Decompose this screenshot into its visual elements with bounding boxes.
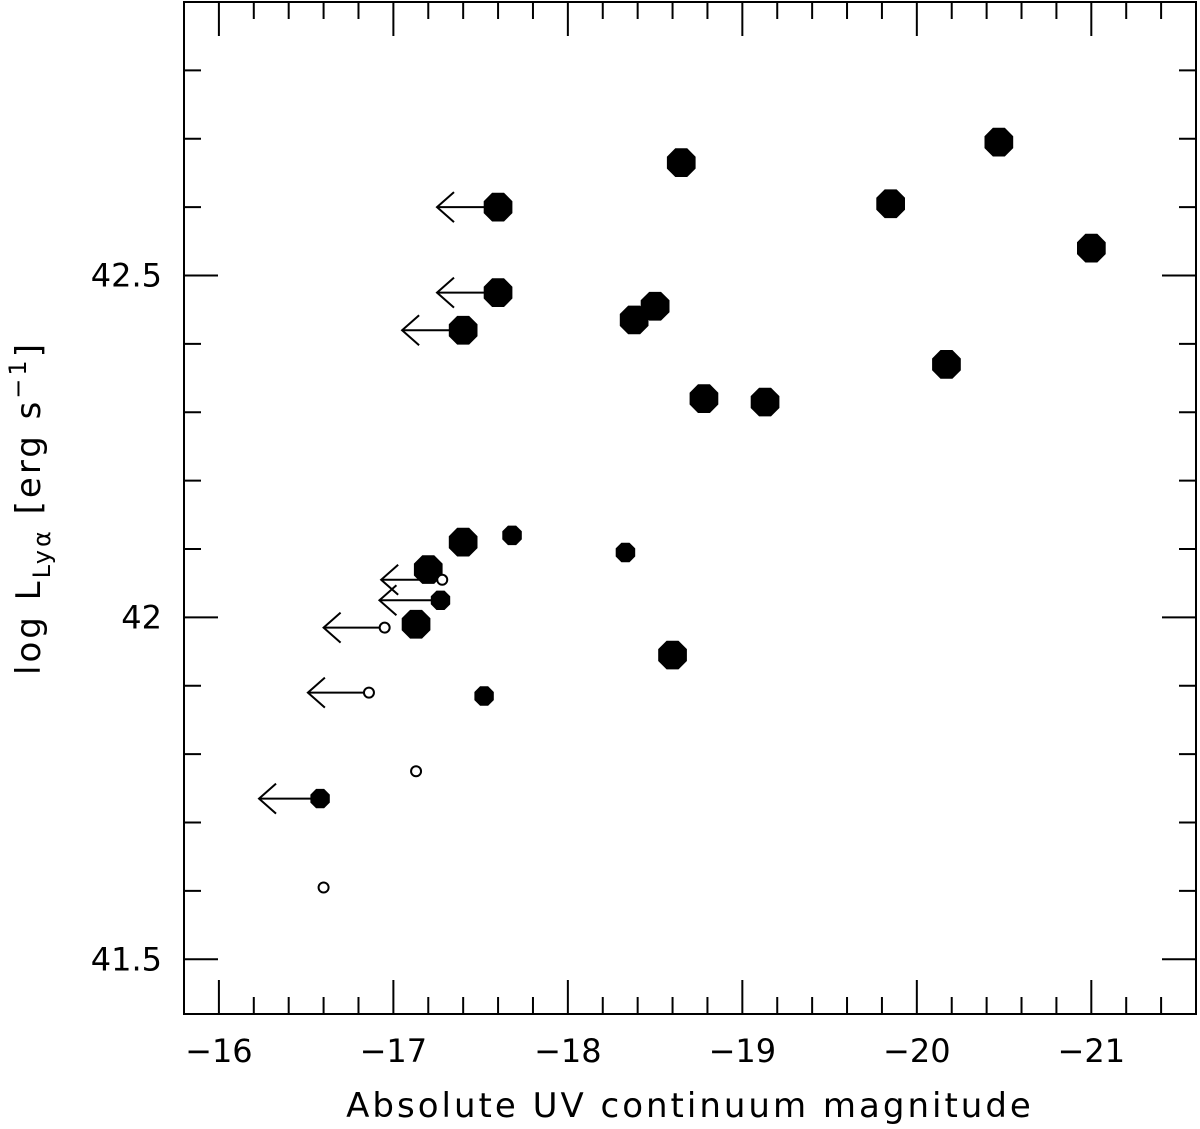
large-filled-point [658, 640, 687, 670]
y-axis-title-superscript: −1 [4, 357, 32, 398]
limit-arrow-head [400, 314, 420, 346]
y-axis-title-units: [erg s [9, 399, 49, 528]
open-circle-point [436, 573, 449, 586]
y-axis-title-close: ] [9, 341, 49, 357]
small-filled-point [310, 788, 330, 809]
small-filled-point [430, 590, 451, 610]
axis-tick-labels: −16 −17 −18 −19 −20 −21 41.5 42 42.5 [91, 257, 1125, 1070]
open-circle-point [378, 621, 391, 634]
x-tick-label: −19 [709, 1032, 777, 1070]
open-circle-point [410, 765, 423, 778]
y-tick-label: 42.5 [91, 257, 162, 295]
upper-limit-arrows [257, 191, 499, 815]
y-tick-label: 42 [121, 598, 162, 636]
large-filled-point [750, 387, 780, 417]
data-markers [310, 127, 1106, 894]
x-tick-label: −17 [360, 1032, 428, 1070]
small-filled-point [474, 686, 494, 706]
limit-arrow-head [377, 584, 398, 617]
y-axis-title-main: log L [9, 578, 49, 675]
x-tick-label: −21 [1058, 1032, 1126, 1070]
plot-frame [183, 1, 1197, 1015]
limit-arrow-head [306, 676, 326, 709]
x-tick-label: −18 [534, 1032, 602, 1070]
large-filled-point [413, 555, 443, 584]
x-axis-title: Absolute UV continuum magnitude [346, 1086, 1034, 1126]
large-filled-point [448, 315, 478, 345]
x-tick-label: −20 [883, 1032, 951, 1070]
axis-ticks [183, 1, 1197, 1014]
y-axis-title: log LLyα [erg s−1] [4, 341, 56, 675]
limit-arrow-head [435, 276, 455, 309]
open-circle-point [362, 686, 375, 699]
large-filled-point [448, 527, 478, 557]
open-circle-point [317, 881, 330, 894]
large-filled-point [932, 350, 961, 379]
limit-arrow-head [435, 191, 455, 223]
limit-arrow-head [257, 782, 277, 815]
large-filled-point [401, 609, 431, 639]
small-filled-point [502, 525, 522, 546]
small-filled-point [615, 542, 636, 563]
limit-arrow-head [322, 611, 342, 644]
large-filled-point [876, 189, 905, 219]
limit-arrow-head [379, 564, 399, 596]
y-tick-label: 41.5 [91, 940, 162, 978]
large-filled-point [689, 384, 719, 413]
large-filled-point [984, 127, 1014, 157]
large-filled-point [666, 148, 696, 177]
large-filled-point [1077, 233, 1106, 263]
y-axis-title-subscript: Lyα [28, 528, 56, 578]
large-filled-point [483, 192, 513, 222]
large-filled-point [483, 278, 513, 307]
x-tick-label: −16 [185, 1032, 253, 1070]
large-filled-point [640, 291, 670, 321]
